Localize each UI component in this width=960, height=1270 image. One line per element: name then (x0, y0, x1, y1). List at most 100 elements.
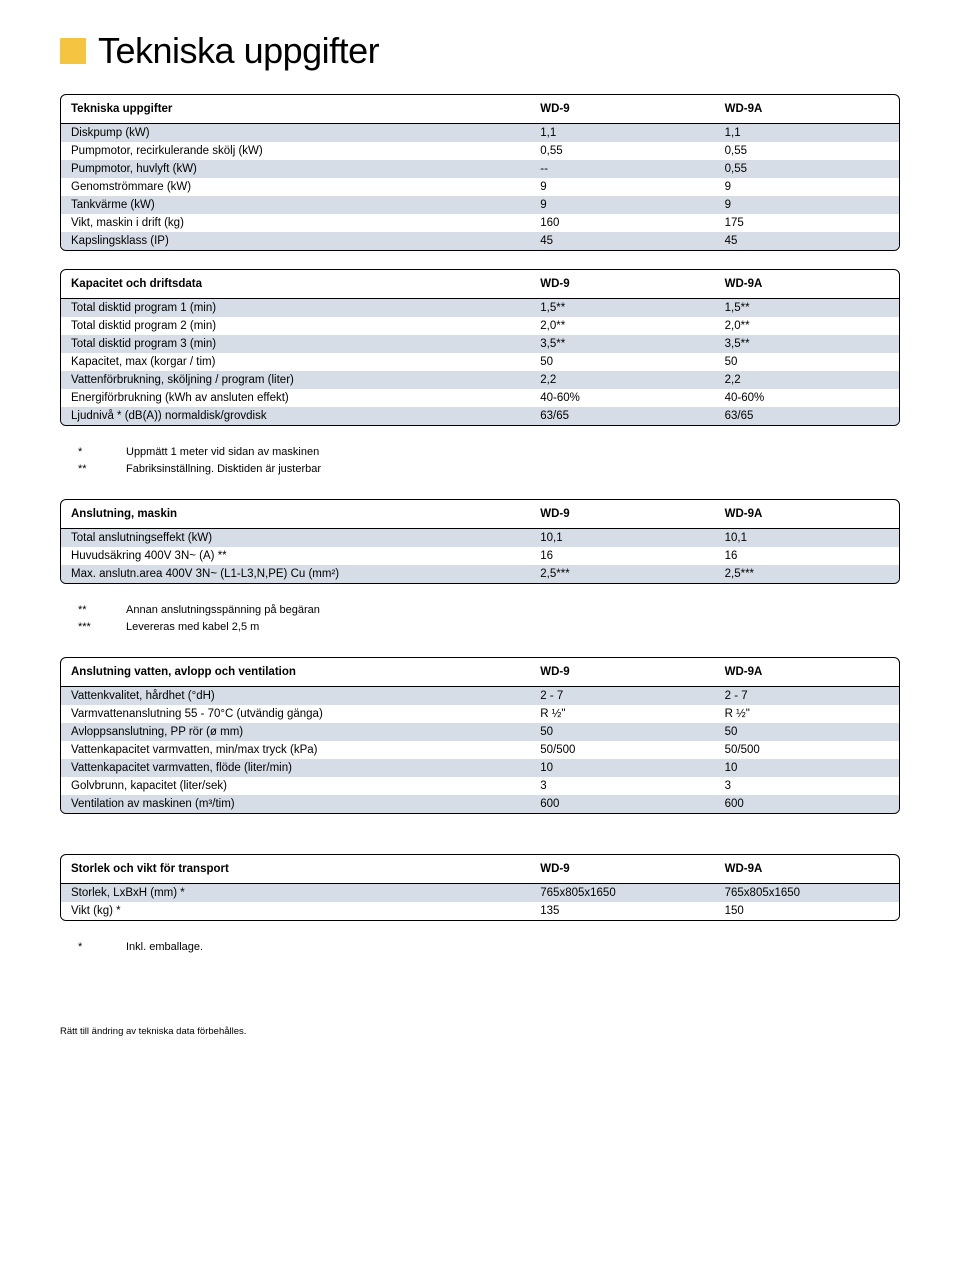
table-row: Total disktid program 2 (min)2,0**2,0** (61, 317, 899, 335)
row-value: 160 (530, 214, 714, 232)
table-header-label: Storlek och vikt för transport (61, 855, 530, 884)
row-value: -- (530, 160, 714, 178)
row-value: 0,55 (715, 142, 899, 160)
row-label: Pumpmotor, huvlyft (kW) (61, 160, 530, 178)
row-value: 2,0** (715, 317, 899, 335)
row-value: 2,0** (530, 317, 714, 335)
row-value: 9 (715, 178, 899, 196)
table-header-label: Kapacitet och driftsdata (61, 270, 530, 299)
row-value: 0,55 (530, 142, 714, 160)
table-header-label: Tekniska uppgifter (61, 95, 530, 124)
row-value: 600 (715, 795, 899, 813)
row-label: Total disktid program 2 (min) (61, 317, 530, 335)
row-label: Avloppsanslutning, PP rör (ø mm) (61, 723, 530, 741)
table-row: Vikt, maskin i drift (kg)160175 (61, 214, 899, 232)
table-header-label: Anslutning, maskin (61, 500, 530, 529)
table-row: Vattenförbrukning, sköljning / program (… (61, 371, 899, 389)
table-header-col: WD-9 (530, 95, 714, 124)
row-value: 2,5*** (715, 565, 899, 583)
row-value: 2 - 7 (530, 687, 714, 706)
row-value: 9 (715, 196, 899, 214)
row-label: Genomströmmare (kW) (61, 178, 530, 196)
table-row: Max. anslutn.area 400V 3N~ (L1-L3,N,PE) … (61, 565, 899, 583)
table-row: Kapslingsklass (IP)4545 (61, 232, 899, 250)
table-row: Tankvärme (kW)99 (61, 196, 899, 214)
table-footnotes: * Inkl. emballage. (78, 939, 900, 956)
table-row: Vattenkapacitet varmvatten, min/max tryc… (61, 741, 899, 759)
row-value: 2,2 (715, 371, 899, 389)
row-value: 40-60% (715, 389, 899, 407)
page-title: Tekniska uppgifter (98, 30, 379, 72)
table-footnotes: *Uppmätt 1 meter vid sidan av maskinen**… (78, 444, 900, 477)
row-value: 1,5** (715, 299, 899, 318)
row-label: Kapslingsklass (IP) (61, 232, 530, 250)
table-row: Kapacitet, max (korgar / tim)5050 (61, 353, 899, 371)
footnote-text: Annan anslutningsspänning på begäran (126, 602, 320, 619)
row-label: Total disktid program 1 (min) (61, 299, 530, 318)
row-value: 10 (530, 759, 714, 777)
row-value: 2,2 (530, 371, 714, 389)
row-label: Ljudnivå * (dB(A)) normaldisk/grovdisk (61, 407, 530, 425)
row-label: Vikt (kg) * (61, 902, 530, 920)
row-value: 3,5** (715, 335, 899, 353)
row-value: 45 (715, 232, 899, 250)
row-value: 50 (715, 353, 899, 371)
row-value: 0,55 (715, 160, 899, 178)
table-header-col: WD-9A (715, 270, 899, 299)
row-value: 765x805x1650 (715, 884, 899, 903)
footnote-symbol: * (78, 939, 102, 956)
row-value: 10 (715, 759, 899, 777)
row-value: 3 (530, 777, 714, 795)
row-label: Energiförbrukning (kWh av ansluten effek… (61, 389, 530, 407)
table-header-col: WD-9A (715, 500, 899, 529)
row-value: 175 (715, 214, 899, 232)
row-label: Ventilation av maskinen (m³/tim) (61, 795, 530, 813)
row-value: R ½" (715, 705, 899, 723)
table-header-col: WD-9 (530, 500, 714, 529)
table-row: Diskpump (kW)1,11,1 (61, 124, 899, 143)
row-label: Vikt, maskin i drift (kg) (61, 214, 530, 232)
table-row: Huvudsäkring 400V 3N~ (A) **1616 (61, 547, 899, 565)
table-row: Total anslutningseffekt (kW)10,110,1 (61, 529, 899, 548)
table-row: Varmvattenanslutning 55 - 70°C (utvändig… (61, 705, 899, 723)
data-table: Storlek och vikt för transportWD-9WD-9AS… (60, 854, 900, 921)
table-header-col: WD-9A (715, 95, 899, 124)
row-value: 10,1 (715, 529, 899, 548)
row-value: 765x805x1650 (530, 884, 714, 903)
row-label: Vattenkvalitet, hårdhet (°dH) (61, 687, 530, 706)
row-value: 10,1 (530, 529, 714, 548)
table-header-label: Anslutning vatten, avlopp och ventilatio… (61, 658, 530, 687)
table-header-col: WD-9 (530, 658, 714, 687)
row-value: 63/65 (715, 407, 899, 425)
table-row: Ljudnivå * (dB(A)) normaldisk/grovdisk63… (61, 407, 899, 425)
row-label: Vattenförbrukning, sköljning / program (… (61, 371, 530, 389)
table-row: Total disktid program 3 (min)3,5**3,5** (61, 335, 899, 353)
row-value: 600 (530, 795, 714, 813)
row-value: 50 (530, 353, 714, 371)
row-label: Varmvattenanslutning 55 - 70°C (utvändig… (61, 705, 530, 723)
row-value: 50 (715, 723, 899, 741)
footnote-text: Levereras med kabel 2,5 m (126, 619, 259, 636)
row-label: Diskpump (kW) (61, 124, 530, 143)
row-label: Storlek, LxBxH (mm) * (61, 884, 530, 903)
footnote-symbol: * (78, 444, 102, 461)
row-value: 1,1 (715, 124, 899, 143)
row-value: 135 (530, 902, 714, 920)
table-row: Energiförbrukning (kWh av ansluten effek… (61, 389, 899, 407)
row-label: Total anslutningseffekt (kW) (61, 529, 530, 548)
row-value: 9 (530, 196, 714, 214)
row-label: Vattenkapacitet varmvatten, min/max tryc… (61, 741, 530, 759)
table-row: Vattenkapacitet varmvatten, flöde (liter… (61, 759, 899, 777)
table-header-col: WD-9A (715, 658, 899, 687)
table-header-col: WD-9 (530, 855, 714, 884)
row-value: 3 (715, 777, 899, 795)
footnote-text: Inkl. emballage. (126, 939, 203, 956)
row-label: Tankvärme (kW) (61, 196, 530, 214)
footnote-symbol: ** (78, 461, 102, 478)
row-value: 40-60% (530, 389, 714, 407)
row-value: 150 (715, 902, 899, 920)
footnote-text: Fabriksinställning. Disktiden är justerb… (126, 461, 321, 478)
table-row: Golvbrunn, kapacitet (liter/sek)33 (61, 777, 899, 795)
row-label: Huvudsäkring 400V 3N~ (A) ** (61, 547, 530, 565)
row-value: 63/65 (530, 407, 714, 425)
